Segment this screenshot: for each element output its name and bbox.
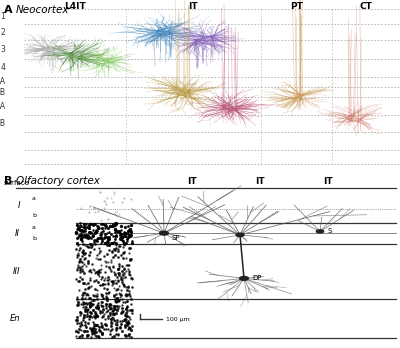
Text: 5A: 5A (0, 77, 5, 86)
Text: IT: IT (255, 177, 265, 187)
Circle shape (236, 233, 244, 237)
Text: 6B: 6B (0, 119, 5, 128)
Circle shape (316, 230, 324, 233)
Text: IT: IT (323, 177, 333, 187)
Text: SP: SP (172, 235, 180, 241)
Text: a: a (32, 196, 36, 201)
Text: L4IT: L4IT (64, 2, 86, 11)
Text: IT: IT (187, 177, 197, 187)
Text: I: I (18, 201, 20, 210)
Text: 6A: 6A (0, 102, 5, 111)
Circle shape (160, 231, 168, 235)
Text: 3: 3 (0, 45, 5, 54)
Text: CT: CT (360, 2, 372, 11)
Text: DP: DP (252, 275, 261, 282)
Text: En: En (10, 314, 20, 323)
Text: II: II (15, 229, 20, 238)
Text: b: b (32, 213, 36, 218)
Text: B: B (4, 176, 12, 186)
Text: 1: 1 (0, 12, 5, 21)
Text: Neocortex: Neocortex (16, 5, 70, 15)
Text: 2: 2 (0, 28, 5, 37)
Text: PT: PT (290, 2, 303, 11)
Text: a: a (32, 226, 36, 230)
Text: b: b (32, 236, 36, 241)
Text: 5B: 5B (0, 88, 5, 97)
Text: 4: 4 (0, 63, 5, 72)
Text: III: III (12, 267, 20, 276)
Text: Olfactory cortex: Olfactory cortex (16, 176, 100, 186)
Text: 100 μm: 100 μm (166, 317, 190, 322)
Text: S: S (328, 228, 332, 235)
Circle shape (240, 276, 248, 280)
Text: A: A (4, 5, 13, 15)
Text: IT: IT (188, 2, 198, 11)
Text: surface: surface (4, 180, 30, 186)
